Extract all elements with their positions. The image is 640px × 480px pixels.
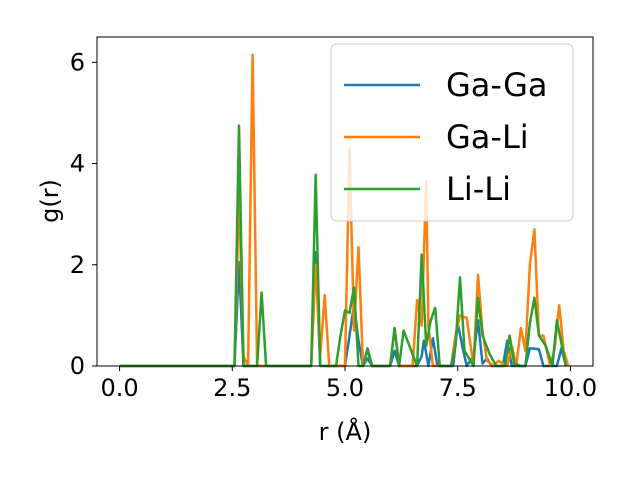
x-tick-label: 2.5 — [213, 374, 251, 402]
x-tick-label: 7.5 — [439, 374, 477, 402]
x-axis-ticks: 0.0 2.5 5.0 7.5 10.0 — [100, 366, 597, 402]
y-tick-label: 0 — [70, 352, 85, 380]
x-tick-label: 0.0 — [100, 374, 138, 402]
y-tick-label: 2 — [70, 251, 85, 279]
x-axis-label: r (Å) — [319, 417, 372, 446]
legend-box — [330, 43, 574, 222]
legend: Ga-Ga Ga-Li Li-Li — [330, 43, 574, 222]
legend-label-ga-li: Ga-Li — [446, 118, 529, 156]
y-axis-label: g(r) — [36, 179, 64, 223]
legend-label-li-li: Li-Li — [446, 170, 511, 208]
y-tick-label: 6 — [70, 48, 85, 76]
legend-label-ga-ga: Ga-Ga — [446, 66, 548, 104]
x-tick-label: 5.0 — [326, 374, 364, 402]
x-tick-label: 10.0 — [544, 374, 597, 402]
y-axis-ticks: 0 2 4 6 — [70, 48, 97, 380]
y-tick-label: 4 — [70, 150, 85, 178]
